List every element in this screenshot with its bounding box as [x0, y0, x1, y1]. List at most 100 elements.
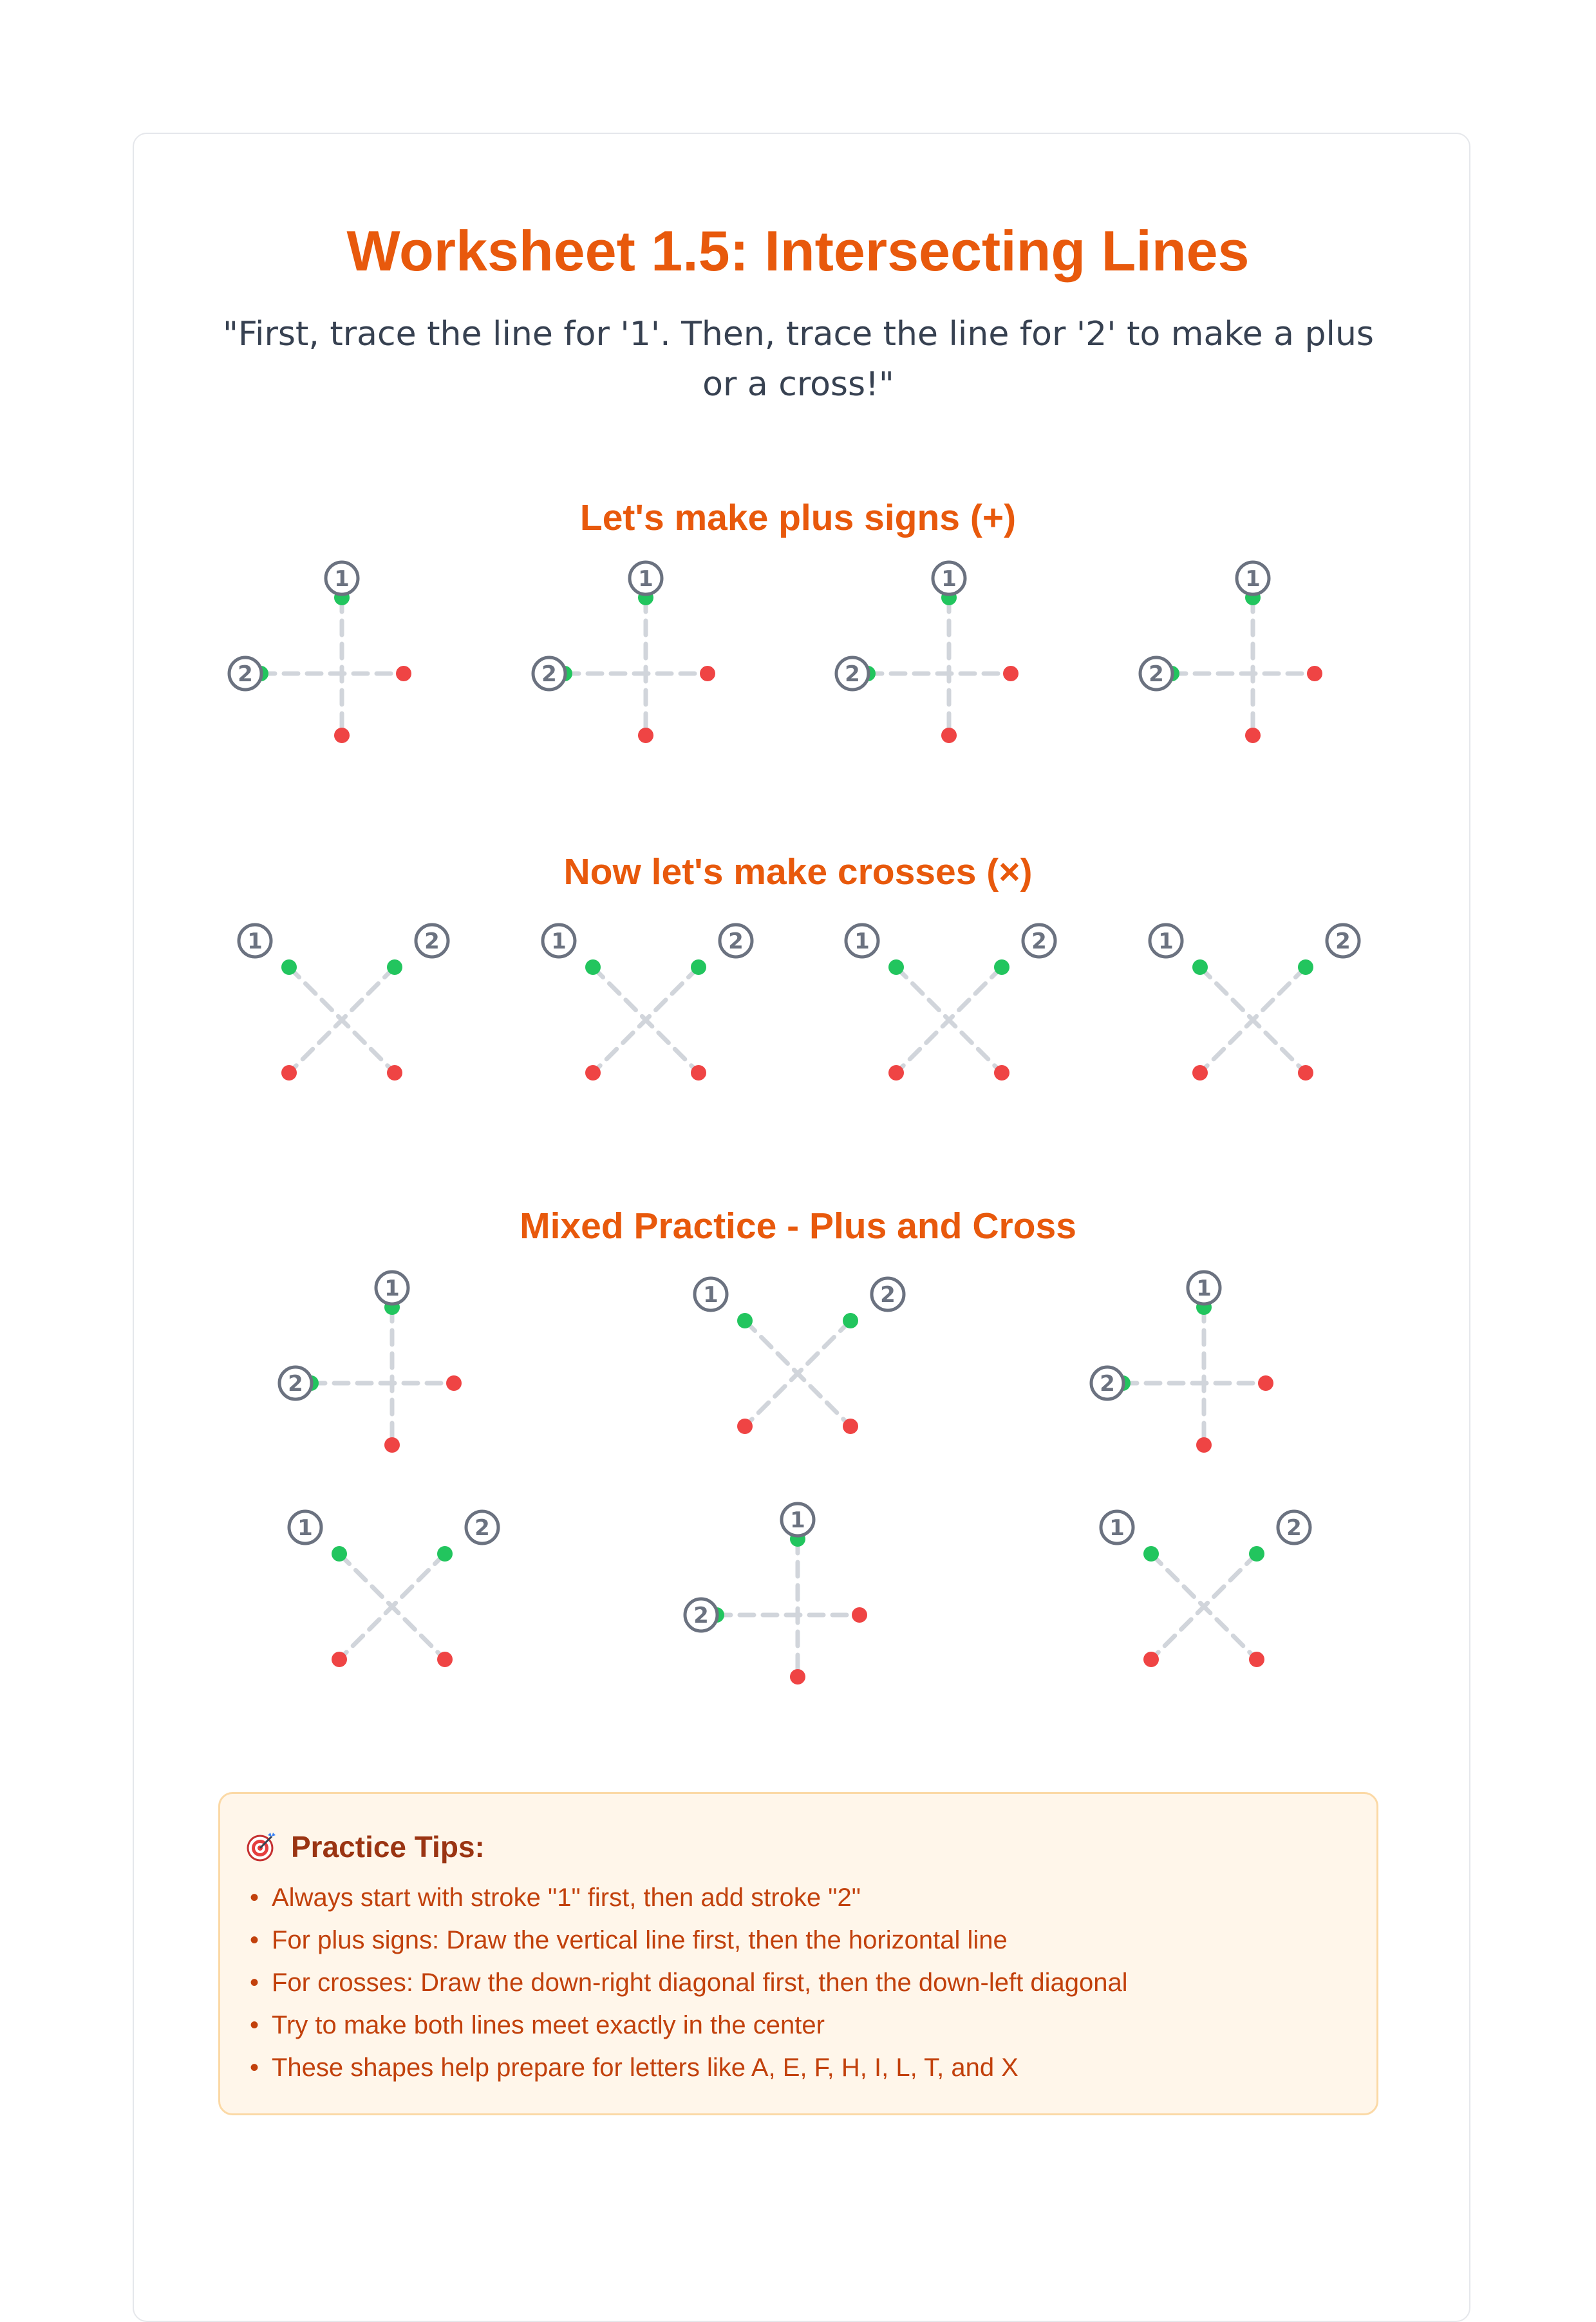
- dashed-guide-line: [280, 965, 397, 1082]
- section-heading-mixed: Mixed Practice - Plus and Cross: [520, 1205, 1076, 1247]
- stroke-number-badge: [277, 1365, 314, 1401]
- start-dot: [843, 1313, 858, 1328]
- stroke-number-badge: [287, 1509, 323, 1545]
- end-dot: [941, 728, 957, 743]
- stroke-number-badge: [227, 656, 263, 692]
- dashed-guide-line: [887, 965, 1004, 1082]
- stroke-number-label: 2: [1100, 1371, 1115, 1397]
- tip-bullet: •: [250, 1968, 259, 1997]
- dashed-guide-line: [337, 1551, 454, 1668]
- practice-tips-header: Practice Tips:: [246, 1821, 485, 1873]
- plus-figure: 12: [277, 1270, 462, 1453]
- start-dot: [1249, 1546, 1264, 1562]
- end-dot: [843, 1419, 858, 1434]
- stroke-number-badge: [414, 923, 450, 959]
- stroke-number-badge: [1089, 1365, 1125, 1401]
- stroke-number-badge: [693, 1276, 729, 1312]
- dashed-guide-line: [1142, 1551, 1259, 1668]
- end-dot: [1298, 1065, 1313, 1081]
- tip-bullet: •: [250, 1883, 259, 1912]
- stroke-number-label: 2: [424, 929, 440, 954]
- end-dot: [281, 1065, 297, 1081]
- stroke-number-label: 1: [1196, 1276, 1212, 1301]
- start-dot: [437, 1546, 453, 1562]
- stroke-number-badge: [931, 560, 967, 596]
- stroke-number-badge: [834, 656, 870, 692]
- start-dot: [332, 1546, 347, 1562]
- end-dot: [638, 728, 653, 743]
- section-heading-plus: Let's make plus signs (+): [579, 497, 1017, 538]
- stroke-number-badge: [541, 923, 577, 959]
- end-dot: [888, 1065, 904, 1081]
- practice-tips-box: Practice Tips: • Always start with stroke…: [218, 1792, 1378, 2115]
- dashed-guide-line: [1149, 1551, 1266, 1668]
- start-dot: [888, 959, 904, 975]
- stroke-number-badge: [374, 1270, 410, 1306]
- dashed-guide-line: [742, 1318, 859, 1435]
- tip-text: Always start with stroke "1" first, then…: [272, 1883, 861, 1912]
- stroke-number-badge: [870, 1276, 906, 1312]
- stroke-number-label: 2: [1149, 661, 1164, 687]
- start-dot: [1298, 959, 1313, 975]
- end-dot: [1003, 666, 1019, 681]
- tip-item: • For crosses: Draw the down-right diagon…: [250, 1961, 1128, 2004]
- stroke-number-badge: [237, 923, 273, 959]
- end-dot: [334, 728, 350, 743]
- stroke-number-label: 1: [551, 929, 567, 954]
- end-dot: [332, 1652, 347, 1667]
- practice-tips-title: Practice Tips:: [291, 1830, 485, 1864]
- tip-text: For plus signs: Draw the vertical line f…: [272, 1926, 1008, 1954]
- stroke-number-badge: [628, 560, 664, 596]
- stroke-number-badge: [1235, 560, 1271, 596]
- tip-text: These shapes help prepare for letters li…: [272, 2053, 1019, 2082]
- stroke-number-badge: [324, 560, 360, 596]
- stroke-number-badge: [1138, 656, 1174, 692]
- stroke-number-label: 1: [638, 566, 653, 592]
- section-heading-cross: Now let's make crosses (×): [563, 851, 1033, 892]
- start-dot: [1192, 959, 1208, 975]
- stroke-number-label: 1: [790, 1507, 805, 1533]
- stroke-number-label: 2: [1335, 929, 1351, 954]
- dashed-guide-line: [286, 965, 404, 1082]
- tip-bullet: •: [250, 2011, 259, 2039]
- stroke-number-badge: [780, 1502, 816, 1538]
- tip-item: • Always start with stroke "1" first, the…: [250, 1876, 1128, 1919]
- stroke-number-badge: [1148, 923, 1184, 959]
- stroke-number-label: 1: [1158, 929, 1174, 954]
- plus-figure: 12: [227, 560, 411, 743]
- stroke-number-badge: [1186, 1270, 1222, 1306]
- stroke-number-label: 2: [845, 661, 860, 687]
- tip-item: • These shapes help prepare for letters l…: [250, 2046, 1128, 2089]
- end-dot: [691, 1065, 706, 1081]
- dashed-guide-line: [330, 1551, 447, 1668]
- plus-figure: 12: [834, 560, 1019, 743]
- stroke-number-label: 2: [1286, 1515, 1302, 1541]
- end-dot: [700, 666, 715, 681]
- tip-text: For crosses: Draw the down-right diagona…: [272, 1968, 1128, 1997]
- end-dot: [1143, 1652, 1159, 1667]
- end-dot: [1249, 1652, 1264, 1667]
- stroke-number-label: 2: [238, 661, 253, 687]
- practice-tips-list: • Always start with stroke "1" first, the…: [250, 1876, 1128, 2089]
- end-dot: [396, 666, 411, 681]
- stroke-number-label: 1: [334, 566, 350, 592]
- plus-figure: 12: [1138, 560, 1322, 743]
- tip-item: • Try to make both lines meet exactly in …: [250, 2004, 1128, 2046]
- stroke-number-badge: [683, 1597, 719, 1633]
- start-dot: [1143, 1546, 1159, 1562]
- plus-figure: 12: [1089, 1270, 1273, 1453]
- stroke-number-badge: [464, 1509, 500, 1545]
- stroke-number-label: 1: [1245, 566, 1261, 592]
- start-dot: [387, 959, 402, 975]
- tip-text: Try to make both lines meet exactly in t…: [272, 2011, 825, 2039]
- end-dot: [737, 1419, 753, 1434]
- tip-bullet: •: [250, 1926, 259, 1954]
- dashed-guide-line: [590, 965, 708, 1082]
- stroke-number-label: 1: [384, 1276, 400, 1301]
